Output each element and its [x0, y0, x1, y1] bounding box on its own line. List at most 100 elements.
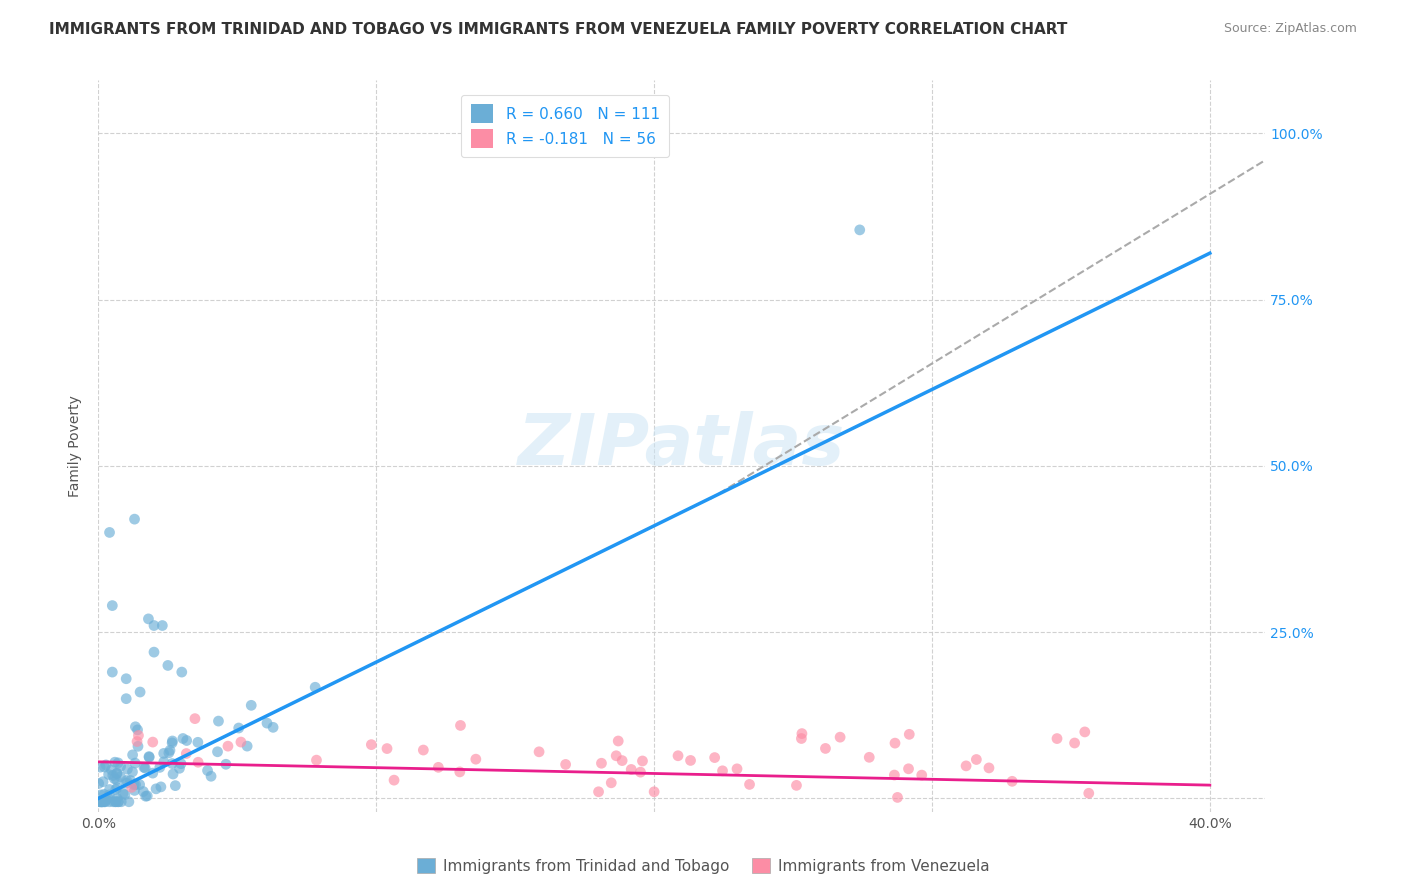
Point [1077, 786, 1099, 800]
Point [955, 759, 977, 773]
Point [107, 795, 129, 809]
Point [121, 764, 143, 779]
Point [89, 795, 111, 809]
Point [117, 762, 139, 776]
Point [883, 768, 905, 782]
Point [115, 691, 138, 706]
Point [121, 747, 143, 762]
Point [679, 754, 702, 768]
Point [858, 750, 880, 764]
Point [360, 738, 382, 752]
Point [1001, 774, 1024, 789]
Point [149, 760, 172, 774]
Point [150, 618, 173, 632]
Point [118, 795, 141, 809]
Point [588, 785, 610, 799]
Legend: Immigrants from Trinidad and Tobago, Immigrants from Venezuela: Immigrants from Trinidad and Tobago, Imm… [411, 852, 995, 880]
Text: Source: ZipAtlas.com: Source: ZipAtlas.com [1223, 22, 1357, 36]
Point [711, 764, 734, 778]
Point [897, 762, 920, 776]
Point [703, 750, 725, 764]
Point [127, 723, 149, 737]
Point [169, 761, 191, 775]
Point [104, 795, 127, 809]
Point [134, 761, 156, 775]
Point [107, 795, 129, 809]
Point [104, 782, 127, 797]
Point [87, 776, 110, 790]
Point [98, 525, 121, 540]
Point [97, 790, 120, 805]
Point [127, 739, 149, 754]
Point [105, 766, 128, 780]
Point [115, 672, 138, 686]
Point [143, 645, 166, 659]
Point [122, 778, 145, 792]
Point [620, 763, 643, 777]
Y-axis label: Family Poverty: Family Poverty [69, 395, 83, 497]
Point [554, 757, 576, 772]
Point [184, 712, 207, 726]
Point [215, 757, 238, 772]
Point [93, 788, 115, 802]
Point [94, 758, 117, 772]
Point [89, 795, 111, 809]
Point [112, 786, 135, 800]
Point [600, 776, 623, 790]
Point [124, 512, 146, 526]
Point [527, 745, 550, 759]
Point [304, 680, 326, 694]
Point [124, 756, 146, 770]
Point [132, 784, 155, 798]
Point [121, 780, 143, 795]
Point [375, 741, 398, 756]
Point [1046, 731, 1069, 746]
Point [207, 714, 229, 728]
Point [114, 788, 136, 802]
Point [105, 791, 128, 805]
Text: ZIPatlas: ZIPatlas [519, 411, 845, 481]
Point [848, 223, 870, 237]
Point [142, 766, 165, 780]
Point [152, 747, 174, 761]
Point [104, 795, 127, 809]
Point [911, 768, 934, 782]
Point [90, 788, 112, 802]
Point [91, 795, 114, 809]
Point [884, 736, 907, 750]
Point [449, 764, 471, 779]
Point [464, 752, 486, 766]
Point [262, 720, 284, 734]
Point [110, 759, 132, 773]
Point [187, 756, 209, 770]
Point [197, 764, 219, 778]
Point [91, 774, 114, 789]
Point [165, 779, 187, 793]
Point [125, 734, 148, 748]
Point [93, 795, 115, 809]
Point [591, 756, 613, 771]
Point [605, 748, 627, 763]
Point [101, 768, 124, 782]
Point [98, 788, 121, 802]
Point [105, 780, 128, 795]
Point [115, 776, 138, 790]
Point [105, 766, 128, 780]
Point [666, 748, 689, 763]
Point [149, 780, 172, 794]
Point [643, 785, 665, 799]
Point [94, 795, 117, 809]
Point [94, 795, 117, 809]
Point [97, 767, 120, 781]
Point [145, 781, 167, 796]
Point [162, 767, 184, 781]
Point [176, 733, 198, 747]
Point [143, 618, 166, 632]
Point [98, 782, 121, 797]
Point [110, 770, 132, 784]
Point [170, 665, 193, 679]
Point [98, 795, 121, 809]
Point [91, 794, 114, 808]
Point [90, 795, 112, 809]
Point [217, 739, 239, 753]
